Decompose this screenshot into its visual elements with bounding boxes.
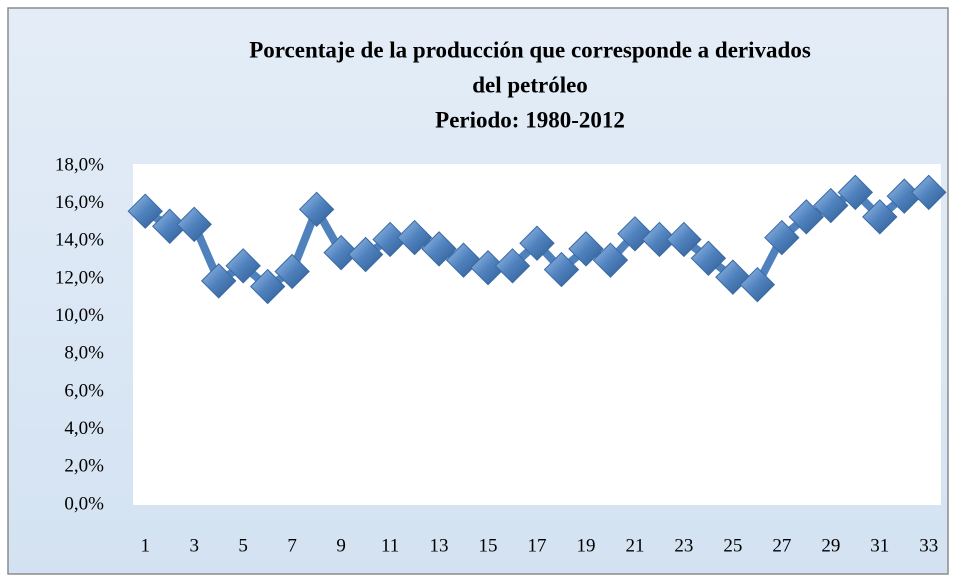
- data-point: [176, 206, 212, 243]
- data-point: [519, 225, 555, 261]
- data-point: [494, 248, 531, 284]
- data-point: [641, 221, 678, 258]
- x-tick-label: 9: [336, 535, 346, 556]
- y-tick-label: 12,0%: [55, 267, 104, 288]
- x-tick-label: 21: [625, 535, 644, 556]
- data-point: [862, 199, 898, 235]
- x-tick-label: 3: [189, 535, 199, 556]
- data-point: [568, 231, 604, 267]
- data-point: [225, 248, 261, 284]
- chart-title: del petróleo: [472, 72, 588, 97]
- data-point: [911, 174, 947, 211]
- data-point: [323, 234, 359, 271]
- data-point: [666, 221, 702, 258]
- data-point: [200, 263, 237, 299]
- data-point: [249, 268, 286, 305]
- x-tick-label: 7: [287, 535, 297, 556]
- data-point: [617, 216, 653, 252]
- y-tick-label: 4,0%: [64, 418, 104, 439]
- data-point: [298, 191, 335, 228]
- data-point: [764, 219, 800, 256]
- x-tick-label: 31: [870, 535, 889, 556]
- y-tick-label: 14,0%: [55, 230, 104, 251]
- data-point: [837, 174, 874, 211]
- x-tick-label: 17: [528, 535, 547, 556]
- x-tick-label: 27: [772, 535, 791, 556]
- data-point: [543, 251, 580, 288]
- x-tick-label: 11: [381, 535, 399, 556]
- data-point: [421, 231, 457, 267]
- chart-title: Periodo: 1980-2012: [435, 107, 625, 132]
- x-tick-label: 15: [479, 535, 498, 556]
- data-point: [739, 266, 776, 303]
- data-point: [788, 199, 825, 235]
- x-tick-label: 1: [140, 535, 150, 556]
- data-point: [127, 193, 163, 229]
- data-point: [813, 187, 849, 224]
- x-tick-label: 29: [821, 535, 840, 556]
- data-point: [274, 253, 310, 290]
- x-tick-label: 5: [238, 535, 248, 556]
- x-tick-label: 13: [430, 535, 449, 556]
- x-tick-label: 33: [919, 535, 938, 556]
- y-tick-label: 10,0%: [55, 305, 104, 326]
- x-tick-label: 23: [674, 535, 693, 556]
- chart-title: Porcentaje de la producción que correspo…: [249, 37, 811, 62]
- x-tick-label: 25: [723, 535, 742, 556]
- data-point: [690, 240, 727, 276]
- y-tick-label: 18,0%: [55, 154, 104, 175]
- data-point: [592, 242, 629, 278]
- data-point: [347, 236, 384, 273]
- y-tick-label: 8,0%: [64, 343, 104, 364]
- data-point: [396, 219, 433, 256]
- y-tick-label: 6,0%: [64, 380, 104, 401]
- x-tick-label: 19: [576, 535, 595, 556]
- y-tick-label: 16,0%: [55, 192, 104, 213]
- y-tick-label: 0,0%: [64, 493, 104, 514]
- y-tick-label: 2,0%: [64, 456, 104, 477]
